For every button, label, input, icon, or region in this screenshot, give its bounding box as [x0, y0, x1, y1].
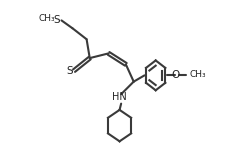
- Text: O: O: [171, 70, 180, 80]
- Text: CH₃: CH₃: [190, 70, 206, 79]
- Text: CH₃: CH₃: [38, 14, 55, 23]
- Text: HN: HN: [112, 92, 127, 102]
- Text: S: S: [54, 15, 60, 25]
- Text: S: S: [67, 66, 73, 76]
